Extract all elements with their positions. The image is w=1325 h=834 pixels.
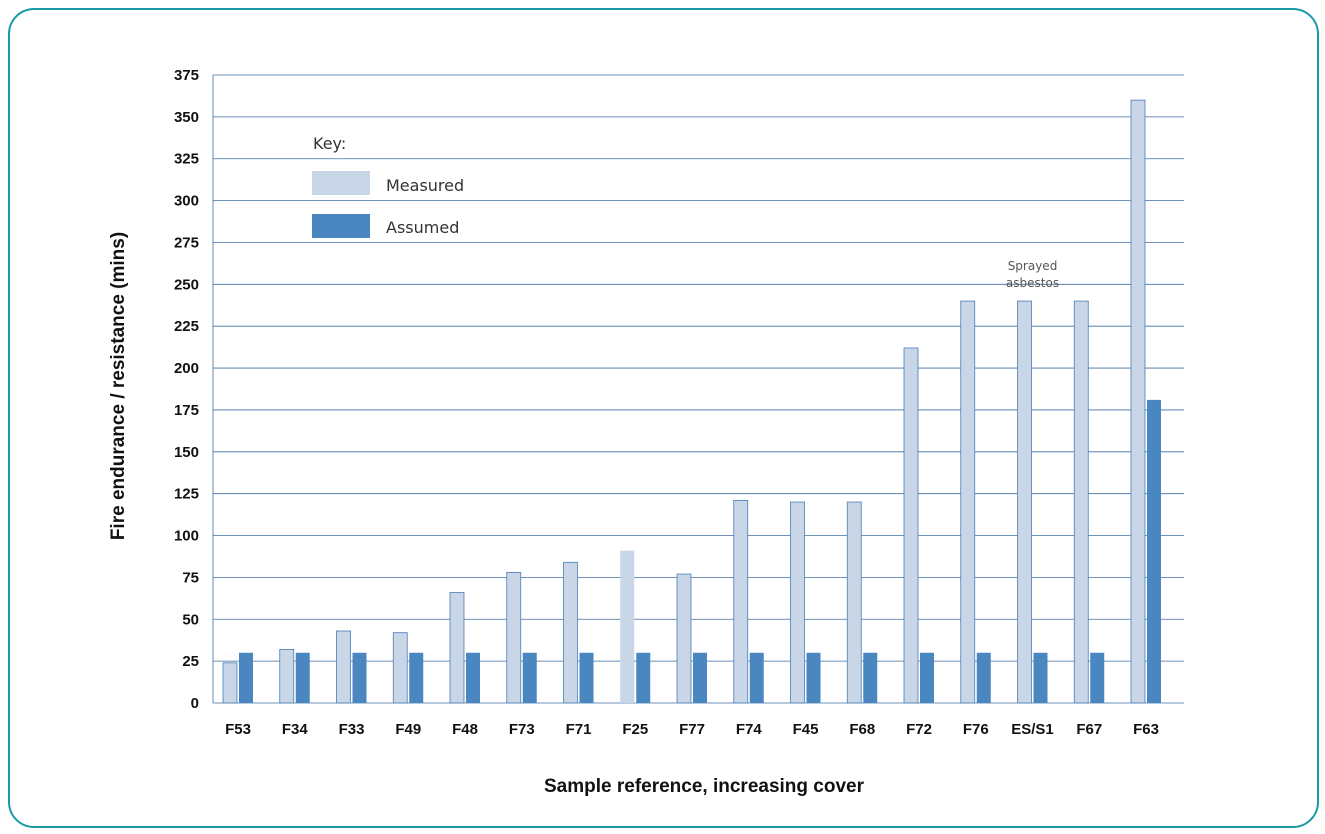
legend: Key: Measured Assumed [312,134,464,238]
y-axis-title: Fire endurance / resistance (mins) [108,232,129,540]
x-tick-label: F72 [906,721,932,738]
bar-assumed [1033,652,1048,703]
x-tick-label: F25 [622,721,648,738]
y-tick-label: 125 [174,486,199,503]
bar-measured [449,592,465,704]
y-tick-label: 200 [174,360,199,377]
y-tick-label: 325 [174,151,199,168]
x-tick-label: ES/S1 [1011,721,1054,738]
legend-label-assumed: Assumed [386,218,459,237]
bar-assumed [1147,399,1161,703]
x-tick-label: F67 [1076,721,1102,738]
x-tick-label: F49 [395,721,421,738]
y-tick-label: 100 [174,528,199,545]
bar-assumed [806,652,821,703]
y-tick-label: 375 [174,67,199,84]
y-tick-label: 0 [191,695,199,712]
y-tick-label: 350 [174,109,199,126]
x-tick-label: F68 [849,721,875,738]
legend-label-measured: Measured [386,176,464,195]
bar-assumed [295,652,310,703]
legend-swatch-measured [312,171,370,195]
bar-assumed [1090,652,1105,703]
y-tick-label: 250 [174,276,199,293]
bar-assumed [863,652,878,703]
bar-assumed [466,652,480,703]
x-tick-label: F33 [339,721,365,738]
y-tick-label: 75 [182,569,199,586]
legend-title: Key: [313,134,346,153]
annotation-text: asbestos [1006,276,1059,290]
bar-measured [1073,300,1089,704]
x-tick-label: F53 [225,721,251,738]
bar-assumed [976,652,991,703]
bar-measured [960,300,976,704]
x-axis-title: Sample reference, increasing cover [544,776,865,797]
bar-assumed [636,652,651,703]
x-tick-labels: F53 F34 F33 F49 F48 F73 F71 F25 F77 F74 F45 F68 F72 F… [225,721,1159,738]
bar-measured [903,347,919,704]
bar-assumed [239,652,253,703]
bar-measured [563,561,578,704]
x-tick-label: F34 [282,721,309,738]
x-tick-label: F63 [1133,721,1159,738]
y-tick-label: 25 [182,653,199,670]
bar-measured [506,571,522,704]
y-tick-label: 225 [174,318,199,335]
y-tick-label: 50 [182,611,199,628]
x-tick-label: F45 [793,721,819,738]
bars [222,99,1161,704]
bar-measured [279,649,295,704]
bar-assumed [749,652,764,703]
grid-lines [212,74,1184,704]
legend-swatch-assumed [312,214,370,238]
bar-measured [222,662,238,704]
x-tick-label: F74 [736,721,763,738]
y-tick-label: 175 [174,402,199,419]
x-tick-label: F73 [509,721,535,738]
bar-measured [1130,99,1146,704]
x-tick-label: F48 [452,721,478,738]
bar-measured [733,499,749,704]
x-tick-label: F71 [566,721,592,738]
y-tick-label: 275 [174,234,199,251]
bar-assumed [522,652,537,703]
x-tick-label: F76 [963,721,989,738]
bar-assumed [920,652,934,703]
x-tick-label: F77 [679,721,705,738]
bar-assumed [352,652,367,703]
bar-assumed [579,652,594,703]
annotation-text: Sprayed [1008,259,1058,273]
bar-measured [676,573,692,704]
bar-measured [1017,300,1032,704]
bar-measured [392,632,408,704]
bar-measured [846,501,862,704]
y-tick-label: 300 [174,193,199,210]
y-tick-label: 150 [174,444,199,461]
bar-measured [336,630,351,704]
bar-measured [790,501,805,704]
y-tick-labels: 0 25 50 75 100 125 150 175 200 225 250 275 300 325 350… [174,67,199,712]
bar-assumed [693,652,707,703]
bar-assumed [409,652,424,703]
bar-measured [620,550,635,703]
annotations: Sprayed asbestos [1006,259,1059,290]
